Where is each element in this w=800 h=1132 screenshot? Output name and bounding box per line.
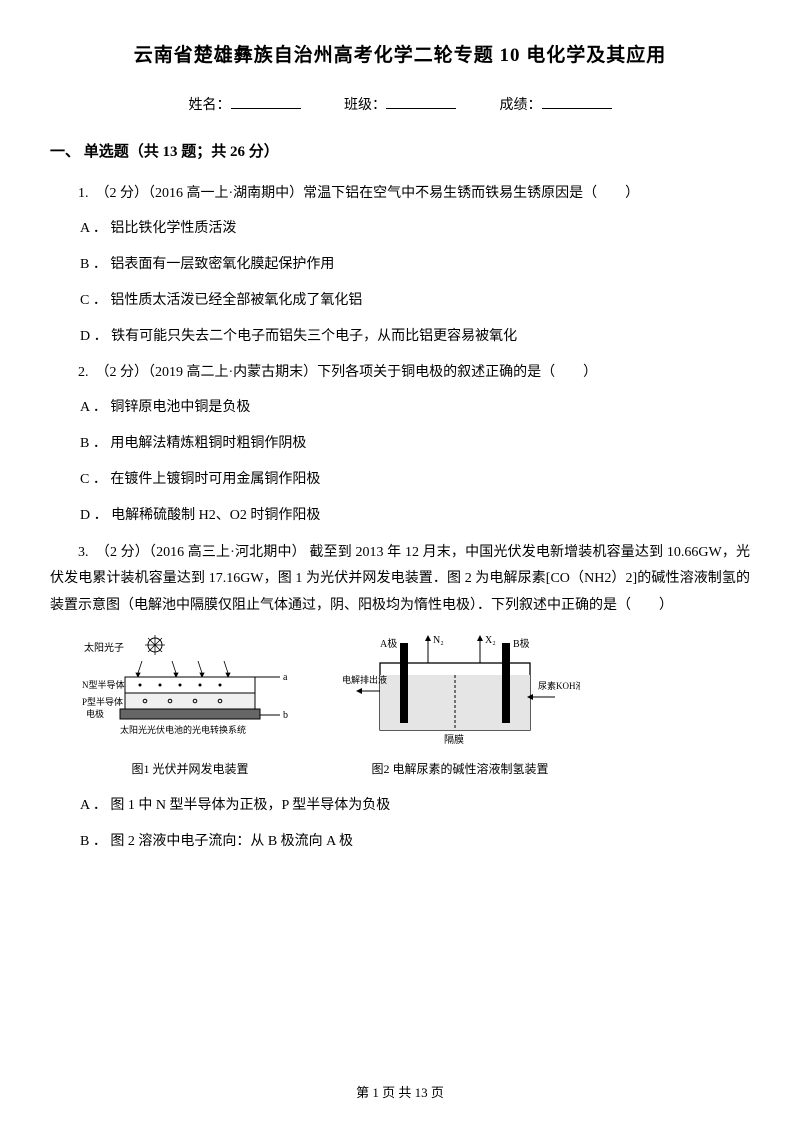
fig1-bottom-label: 太阳光光伏电池的光电转换系统 [120, 724, 246, 735]
fig1-b-label: b [283, 710, 288, 721]
figure-1-caption: 图1 光伏并网发电装置 [131, 759, 248, 779]
q2-opt-d: D ． 电解稀硫酸制 H2、O2 时铜作阳极 [50, 504, 750, 528]
q3-opt-b: B ． 图 2 溶液中电子流向：从 B 极流向 A 极 [50, 830, 750, 854]
footer-prefix: 第 [356, 1085, 372, 1100]
q1-opt-a: A ． 铝比铁化学性质活泼 [50, 217, 750, 241]
q1-stem: 1. （2 分）（2016 高一上·湖南期中）常温下铝在空气中不易生锈而铁易生锈… [50, 182, 750, 206]
fig2-b-pole: B极 [513, 637, 530, 650]
document-title: 云南省楚雄彝族自治州高考化学二轮专题 10 电化学及其应用 [50, 40, 750, 72]
figure-1-svg: 太阳光子 N型半导体 P型半导体 电极 a b 太阳光光伏电池的光电转换系统 [80, 633, 300, 753]
score-label: 成绩： [500, 98, 542, 113]
footer-total: 13 [415, 1085, 428, 1100]
q2-opt-a: A ． 铜锌原电池中铜是负极 [50, 396, 750, 420]
figure-area: 太阳光子 N型半导体 P型半导体 电极 a b 太阳光光伏电池的光电转换系统 图… [80, 633, 750, 779]
fig2-a-pole: A极 [380, 637, 397, 650]
figure-1: 太阳光子 N型半导体 P型半导体 电极 a b 太阳光光伏电池的光电转换系统 图… [80, 633, 300, 779]
q1-opt-b: B ． 铝表面有一层致密氧化膜起保护作用 [50, 253, 750, 277]
fig1-n-label: N型半导体 [82, 679, 125, 690]
q2-stem: 2. （2 分）（2019 高二上·内蒙古期末）下列各项关于铜电极的叙述正确的是… [50, 361, 750, 385]
student-info-row: 姓名： 班级： 成绩： [50, 94, 750, 118]
section-heading: 一、 单选题（共 13 题；共 26 分） [50, 140, 750, 166]
page-footer: 第 1 页 共 13 页 [50, 1082, 750, 1104]
fig2-n2-label: N₂ [433, 635, 444, 646]
fig1-sun-label: 太阳光子 [84, 641, 124, 654]
q3-stem: 3. （2 分）（2016 高三上·河北期中） 截至到 2013 年 12 月末… [50, 540, 750, 620]
fig2-urea-label: 尿素KOH液 [538, 680, 580, 691]
figure-2-caption: 图2 电解尿素的碱性溶液制氢装置 [371, 759, 548, 779]
fig1-p-label: P型半导体 [82, 696, 123, 707]
fig2-membrane-label: 隔膜 [444, 734, 464, 746]
q2-opt-b: B ． 用电解法精炼粗铜时粗铜作阴极 [50, 432, 750, 456]
q1-opt-d: D ． 铁有可能只失去二个电子而铝失三个电子，从而比铝更容易被氧化 [50, 325, 750, 349]
name-label: 姓名： [189, 98, 231, 113]
class-label: 班级： [344, 98, 386, 113]
figure-2: 隔膜 A极 B极 N₂ X₂ 电解排出液 尿素KOH液 图2 电解尿素的碱性溶液… [340, 633, 580, 779]
score-blank [542, 95, 612, 109]
footer-suffix: 页 [428, 1085, 444, 1100]
fig1-elec-label: 电极 [86, 708, 104, 719]
fig1-a-label: a [283, 672, 288, 683]
q3-opt-a: A ． 图 1 中 N 型半导体为正极，P 型半导体为负极 [50, 794, 750, 818]
name-blank [231, 95, 301, 109]
q2-opt-c: C ． 在镀件上镀铜时可用金属铜作阳极 [50, 468, 750, 492]
figure-2-svg: 隔膜 A极 B极 N₂ X₂ 电解排出液 尿素KOH液 [340, 633, 580, 753]
class-blank [386, 95, 456, 109]
footer-mid: 页 共 [379, 1085, 415, 1100]
q1-opt-c: C ． 铝性质太活泼已经全部被氧化成了氧化铝 [50, 289, 750, 313]
fig2-out-label: 电解排出液 [342, 674, 387, 685]
fig2-x2-label: X₂ [485, 635, 496, 646]
